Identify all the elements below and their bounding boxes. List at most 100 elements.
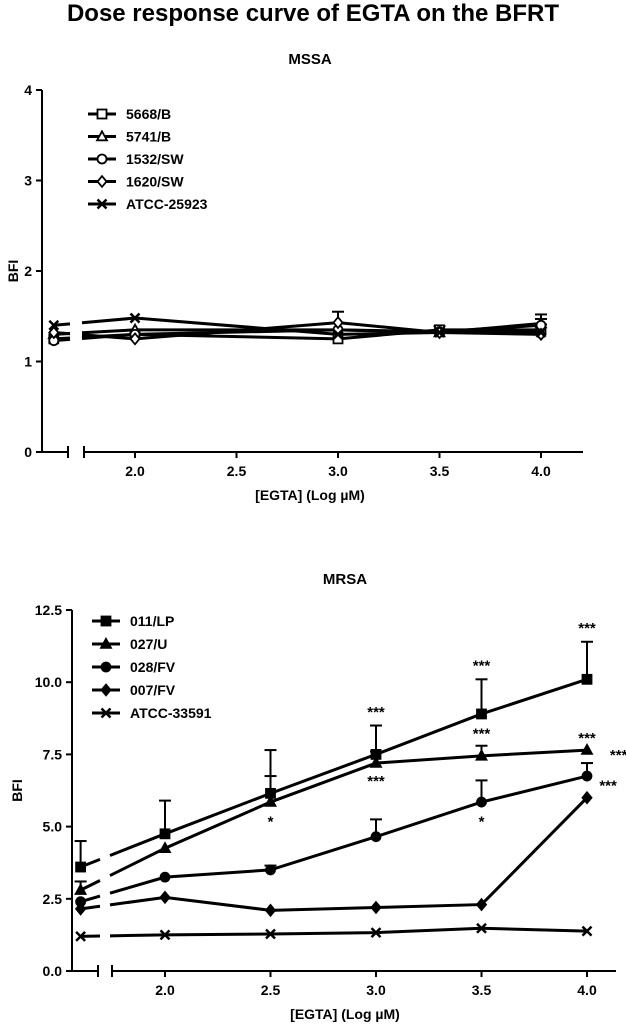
legend-marker xyxy=(96,108,108,120)
legend-label: ATCC-25923 xyxy=(126,196,208,212)
x-axis-label: [EGTA] (Log µM) xyxy=(255,487,365,503)
significance-marker: *** xyxy=(578,620,596,637)
series-ATCC-33591 xyxy=(75,922,593,942)
data-point xyxy=(158,841,172,853)
x-tick-label: 2.0 xyxy=(155,982,175,998)
data-point xyxy=(475,897,488,912)
y-tick-label: 1 xyxy=(24,354,32,370)
series-011/LP xyxy=(74,640,593,873)
data-point xyxy=(264,795,277,807)
legend-label: 1532/SW xyxy=(126,151,184,167)
data-point xyxy=(476,708,487,720)
x-axis-label: [EGTA] (Log µM) xyxy=(290,1006,400,1022)
data-point xyxy=(159,929,171,941)
data-point xyxy=(48,319,60,331)
data-point xyxy=(48,325,60,340)
legend-label: 5741/B xyxy=(126,129,171,145)
x-tick-label: 4.0 xyxy=(531,463,551,479)
significance-marker: *** xyxy=(578,730,596,747)
data-point xyxy=(129,332,141,346)
data-point xyxy=(129,312,141,324)
legend-label: 007/FV xyxy=(130,682,176,698)
y-tick-label: 4 xyxy=(24,82,32,98)
y-tick-label: 2.5 xyxy=(43,891,63,907)
y-axis-label: BFI xyxy=(5,260,21,283)
legend-marker xyxy=(100,683,112,697)
data-point xyxy=(74,883,88,895)
data-point xyxy=(75,861,86,873)
y-tick-label: 2 xyxy=(24,263,32,279)
data-point xyxy=(475,748,488,761)
x-tick-label: 4.0 xyxy=(577,982,597,998)
x-tick-label: 2.5 xyxy=(261,982,281,998)
data-point xyxy=(535,327,547,338)
data-point xyxy=(159,890,171,905)
series-028/FV xyxy=(75,762,593,908)
legend-label: 027/U xyxy=(130,636,167,652)
x-tick-label: 3.5 xyxy=(472,982,492,998)
series-line-segment xyxy=(53,322,71,327)
significance-marker: *** xyxy=(610,747,626,764)
significance-marker: *** xyxy=(599,778,617,795)
data-point xyxy=(265,864,276,876)
chart-title: MSSA xyxy=(288,51,332,68)
legend-marker xyxy=(96,153,108,165)
data-point xyxy=(159,828,171,840)
y-tick-label: 10.0 xyxy=(35,674,62,690)
significance-marker: *** xyxy=(473,726,491,743)
data-point xyxy=(434,327,445,338)
y-tick-label: 12.5 xyxy=(35,602,62,618)
data-point xyxy=(75,930,86,942)
data-point xyxy=(581,790,593,805)
x-tick-label: 3.0 xyxy=(366,982,386,998)
legend-marker xyxy=(96,198,108,210)
series-line xyxy=(109,748,588,877)
series-007/FV xyxy=(74,790,593,918)
data-point xyxy=(476,796,487,808)
data-point xyxy=(580,743,594,755)
x-tick-label: 3.5 xyxy=(430,463,450,479)
legend-marker xyxy=(100,615,112,627)
series-line-segment xyxy=(79,879,101,892)
data-point xyxy=(370,831,382,843)
data-point xyxy=(264,903,277,918)
data-point xyxy=(332,328,344,340)
legend-marker xyxy=(100,661,112,673)
y-tick-label: 3 xyxy=(24,173,32,189)
legend-label: ATCC-33591 xyxy=(130,705,212,721)
x-tick-label: 2.5 xyxy=(227,463,247,479)
data-point xyxy=(159,871,171,883)
y-tick-label: 0.0 xyxy=(43,963,63,979)
x-tick-label: 3.0 xyxy=(328,463,348,479)
significance-marker: * xyxy=(268,814,274,831)
data-point xyxy=(581,673,593,685)
data-point xyxy=(74,902,87,916)
series-line xyxy=(109,774,588,895)
data-point xyxy=(332,315,344,330)
series-027/U xyxy=(74,743,594,895)
mssa-chart: MSSA 0 1 2 3 4 BFI 2.0 2.5 3.0 3.5 4.0 [EGTA] (Log µ… xyxy=(5,51,583,503)
data-point xyxy=(581,925,593,937)
legend-label: 1620/SW xyxy=(126,174,184,190)
chart-title: MRSA xyxy=(323,571,367,588)
series-ATCC-25923 xyxy=(48,312,547,340)
mrsa-chart: MRSA 0.0 2.5 5.0 7.5 10.0 12.5 BFI 2.0 2.5 3.0 3.5 4… xyxy=(9,571,626,1022)
y-tick-label: 0 xyxy=(24,444,32,460)
y-tick-label: 7.5 xyxy=(43,746,63,762)
legend-marker xyxy=(95,129,109,142)
legend-marker xyxy=(100,707,112,719)
significance-marker: *** xyxy=(367,704,385,721)
y-tick-label: 5.0 xyxy=(43,819,63,835)
main-title: Dose response curve of EGTA on the BFRT xyxy=(66,0,560,27)
significance-marker: *** xyxy=(367,773,385,790)
legend-label: 028/FV xyxy=(130,659,176,675)
significance-marker: *** xyxy=(473,658,491,675)
data-point xyxy=(581,770,593,782)
y-axis-label: BFI xyxy=(9,779,25,802)
legend-marker xyxy=(99,636,113,649)
data-point xyxy=(265,928,276,940)
legend-label: 5668/B xyxy=(126,106,171,122)
data-point xyxy=(370,927,382,938)
x-tick-label: 2.0 xyxy=(125,463,145,479)
data-point xyxy=(370,900,382,915)
